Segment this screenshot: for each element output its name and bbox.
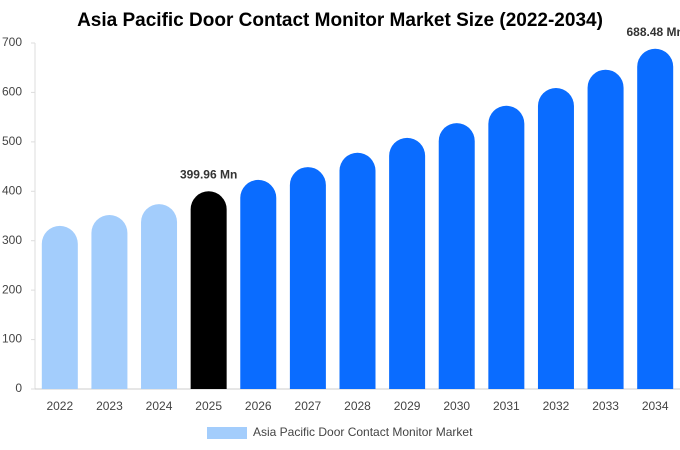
- bar: [141, 204, 178, 389]
- value-label: 688.48 Mn: [627, 25, 680, 39]
- y-tick-label: 200: [2, 282, 22, 296]
- legend-swatch: [207, 427, 247, 439]
- y-tick-label: 500: [2, 134, 22, 148]
- x-tick-label: 2032: [543, 399, 570, 413]
- x-tick-label: 2029: [394, 399, 421, 413]
- bar: [637, 48, 674, 390]
- bar: [190, 191, 227, 389]
- x-tick-label: 2028: [344, 399, 371, 413]
- x-tick-label: 2034: [642, 399, 669, 413]
- x-tick-label: 2025: [195, 399, 222, 413]
- x-tick-label: 2026: [245, 399, 272, 413]
- y-tick-label: 400: [2, 183, 22, 197]
- x-tick-label: 2027: [295, 399, 322, 413]
- bar: [438, 123, 475, 389]
- bar: [240, 179, 277, 389]
- y-tick-label: 100: [2, 332, 22, 346]
- y-tick-label: 300: [2, 233, 22, 247]
- x-tick-label: 2033: [592, 399, 619, 413]
- bar: [339, 152, 376, 389]
- x-tick-label: 2030: [443, 399, 470, 413]
- x-tick-label: 2023: [96, 399, 123, 413]
- bar: [41, 225, 78, 389]
- bar: [389, 137, 426, 389]
- x-tick-label: 2024: [146, 399, 173, 413]
- y-tick-label: 700: [2, 35, 22, 49]
- x-tick-label: 2022: [46, 399, 73, 413]
- y-tick-label: 0: [15, 381, 22, 395]
- value-label: 399.96 Mn: [180, 167, 237, 181]
- bar: [488, 105, 525, 390]
- bar: [537, 87, 574, 389]
- x-tick-label: 2031: [493, 399, 520, 413]
- y-tick-label: 600: [2, 85, 22, 99]
- legend-label: Asia Pacific Door Contact Monitor Market: [253, 425, 473, 439]
- chart-title: Asia Pacific Door Contact Monitor Market…: [77, 10, 603, 31]
- bar: [91, 215, 128, 389]
- bar: [289, 167, 326, 389]
- bar: [587, 69, 624, 389]
